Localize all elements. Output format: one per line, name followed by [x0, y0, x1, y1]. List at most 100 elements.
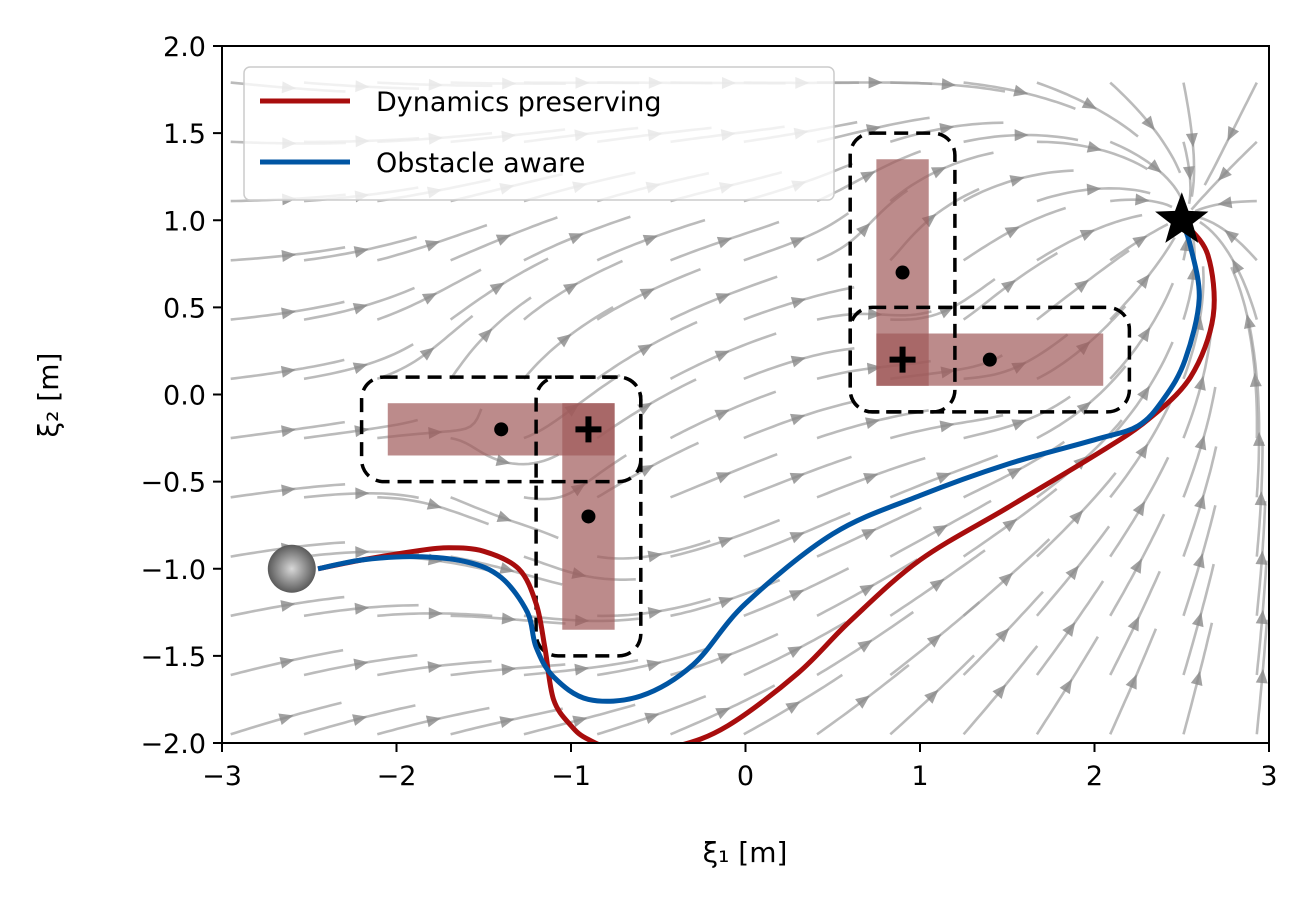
stream-arrow — [1147, 159, 1162, 173]
stream-arrow — [1137, 327, 1151, 343]
stream-arrow — [930, 167, 947, 179]
legend: Dynamics preserving Obstacle aware — [243, 66, 835, 201]
stream-arrow — [1135, 443, 1148, 459]
marker-group — [267, 192, 1209, 593]
stream-arrow — [715, 293, 731, 305]
stream-arrow — [352, 362, 368, 374]
stream-arrow — [1086, 183, 1102, 196]
stream-arrow — [501, 612, 517, 625]
stream-arrow — [1194, 375, 1206, 391]
stream-arrow — [865, 124, 881, 136]
stream-arrow — [1136, 274, 1150, 289]
x-tick-label: −1 — [551, 761, 591, 792]
stream-arrow — [642, 234, 658, 247]
legend-label-obstacle-aware: Obstacle aware — [376, 148, 585, 179]
x-axis-label: ξ₁ [m] — [703, 836, 788, 869]
stream-arrow — [281, 425, 296, 438]
stream-arrow — [929, 578, 945, 592]
stream-arrow — [941, 78, 956, 91]
stream-arrow — [1081, 97, 1097, 110]
stream-arrow — [495, 234, 512, 246]
y-tick-label: −1.5 — [140, 642, 206, 673]
stream-arrow — [863, 473, 879, 485]
trajectory-line-obstacle-aware — [317, 219, 1202, 704]
stream-arrow — [637, 343, 653, 357]
stream-arrow — [789, 532, 805, 544]
stream-arrow — [1255, 669, 1268, 684]
stream-arrow — [865, 417, 881, 430]
stream-arrow — [355, 487, 370, 500]
stream-arrow — [995, 628, 1010, 643]
stream-arrow — [1076, 401, 1092, 416]
stream-arrow — [718, 596, 734, 609]
stream-arrow — [496, 510, 512, 522]
stream-arrow — [867, 307, 883, 320]
stream-arrow — [1059, 679, 1073, 695]
stream-arrow — [428, 607, 443, 620]
stream-arrow — [1134, 193, 1150, 206]
stream-arrow — [866, 362, 882, 375]
stream-arrow — [1185, 132, 1198, 148]
stream-arrow — [717, 653, 733, 665]
safety-boundary — [359, 375, 643, 484]
stream-arrow — [992, 684, 1007, 699]
x-tick-label: −3 — [202, 761, 242, 792]
boundary-group — [359, 131, 1132, 658]
y-tick-label: 1.5 — [163, 119, 206, 150]
stream-arrow — [932, 525, 948, 538]
stream-arrow — [1244, 314, 1256, 330]
trajectory-group — [317, 219, 1217, 743]
stream-arrow — [789, 237, 806, 249]
stream-arrow — [1127, 616, 1140, 632]
stream-arrow — [861, 528, 877, 541]
stream-arrow — [1062, 621, 1076, 637]
stream-arrow — [425, 715, 441, 728]
stream-arrow — [280, 600, 296, 612]
x-tick-label: −2 — [377, 761, 417, 792]
stream-arrow — [280, 365, 296, 378]
stream-arrow — [427, 661, 443, 674]
streamline — [303, 343, 414, 381]
stream-arrow — [1132, 501, 1146, 517]
stream-arrow — [1217, 196, 1233, 209]
stream-arrow — [353, 246, 369, 258]
stream-arrow — [499, 562, 515, 574]
y-tick-label: 1.0 — [163, 206, 206, 237]
reference-point-marker — [889, 346, 916, 373]
reference-point-group — [575, 346, 916, 443]
obstacle-center-dot — [982, 352, 997, 367]
stream-arrow — [419, 347, 435, 361]
stream-arrow — [790, 413, 806, 426]
stream-arrow — [936, 472, 952, 484]
y-tick-label: 0.0 — [163, 381, 206, 412]
stream-arrow — [1141, 115, 1155, 131]
stream-arrow — [718, 536, 734, 549]
start-marker — [267, 544, 316, 593]
stream-arrow — [281, 484, 296, 497]
stream-arrow — [787, 646, 803, 659]
stream-arrow — [1014, 129, 1029, 142]
stream-arrow — [1253, 431, 1266, 446]
stream-arrow — [1190, 670, 1203, 686]
stream-arrow — [1013, 84, 1029, 97]
stream-arrow — [1074, 279, 1089, 294]
stream-arrow — [785, 701, 801, 714]
stream-arrow — [281, 307, 296, 320]
streamline — [962, 169, 1074, 203]
stream-arrow — [855, 695, 870, 709]
y-axis-label: ξ₂ [m] — [32, 353, 65, 438]
stream-arrow — [926, 634, 942, 648]
stream-arrow — [424, 240, 441, 252]
y-tick-label: −2.0 — [140, 729, 206, 760]
streamline — [1109, 140, 1185, 206]
stream-arrow — [647, 550, 663, 563]
stream-arrow — [1004, 226, 1020, 239]
stream-arrow — [860, 171, 876, 183]
stream-arrow — [1194, 494, 1206, 510]
stream-arrow — [1130, 558, 1142, 574]
streamline — [303, 286, 415, 321]
stream-arrow — [1249, 372, 1262, 388]
stream-arrow — [714, 350, 730, 362]
stream-arrow — [1001, 279, 1016, 294]
